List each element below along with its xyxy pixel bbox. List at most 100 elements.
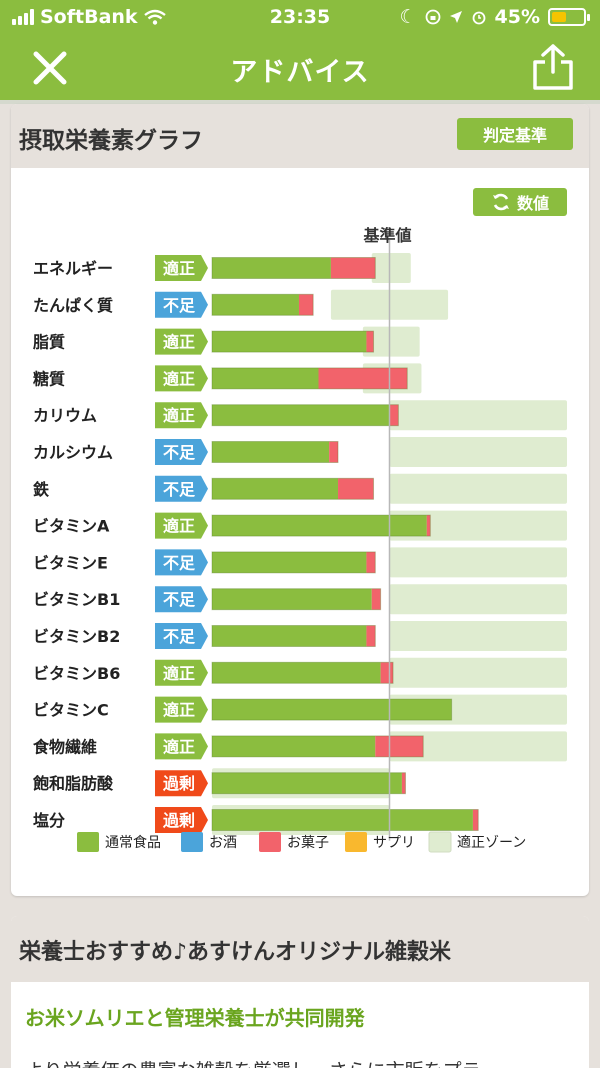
bar-outline — [211, 330, 375, 353]
nutrient-label: ビタミンA — [33, 517, 110, 536]
nutrient-label: ビタミンB2 — [33, 627, 120, 646]
moon-icon: ☾ — [399, 6, 417, 28]
bar-segment — [212, 551, 367, 573]
nutrient-label: カルシウム — [33, 443, 113, 462]
bar-segment — [212, 478, 339, 500]
status-badge-label: 不足 — [163, 553, 196, 572]
bar-segment — [330, 257, 376, 279]
nutrient-label: ビタミンE — [33, 553, 108, 572]
refresh-icon — [492, 193, 509, 211]
status-badge — [155, 770, 208, 797]
signal-icon — [12, 9, 34, 25]
values-toggle-button[interactable]: 数値 — [473, 188, 567, 216]
bar-outline — [211, 477, 375, 500]
status-badge-label: 過剰 — [162, 774, 195, 793]
status-badge — [155, 733, 208, 760]
zone-bar — [362, 326, 420, 357]
zone-bar — [389, 510, 567, 541]
bar-segment — [380, 662, 394, 684]
bar-segment — [212, 515, 427, 537]
location-icon — [449, 11, 462, 23]
bar-outline — [211, 625, 376, 647]
bar-segment — [212, 699, 452, 721]
baseline-label: 基準値 — [363, 226, 412, 245]
legend-label: サプリ — [373, 835, 415, 851]
nutrient-label: カリウム — [33, 406, 97, 425]
status-badge — [155, 696, 208, 723]
bar-segment — [212, 662, 381, 684]
bar-segment — [212, 625, 367, 647]
bar-outline — [211, 588, 382, 611]
status-badge-label: 適正 — [163, 701, 195, 720]
zone-bar — [389, 731, 567, 762]
zone-bar — [389, 584, 567, 615]
bar-outline — [211, 772, 406, 795]
recommendation-header: 栄養士おすすめ♪あすけんオリジナル雑穀米 — [11, 916, 589, 982]
status-badge-label: 適正 — [163, 737, 195, 756]
status-badge — [155, 512, 208, 539]
bar-segment — [212, 257, 331, 279]
bar-segment — [329, 441, 339, 463]
bar-outline — [211, 404, 399, 427]
bar-segment — [298, 294, 314, 316]
status-badge — [155, 255, 208, 281]
status-badge — [155, 328, 208, 355]
battery-icon — [548, 8, 590, 26]
nutrient-label: 飽和脂肪酸 — [32, 774, 114, 793]
carrier-name: SoftBank — [40, 6, 138, 28]
status-badge-label: 不足 — [163, 627, 196, 646]
bar-segment — [212, 294, 299, 316]
bar-segment — [401, 772, 406, 794]
status-badge-label: 不足 — [163, 590, 196, 609]
bar-segment — [375, 735, 424, 757]
legend-label: お酒 — [209, 835, 237, 851]
status-badge-label: 適正 — [163, 517, 195, 536]
status-badge — [155, 365, 208, 392]
nutrient-graph-title: 摂取栄養素グラフ — [19, 128, 203, 154]
bar-outline — [211, 698, 453, 721]
bar-outline — [211, 367, 408, 390]
close-icon[interactable] — [28, 46, 72, 90]
bar-segment — [371, 588, 381, 610]
bar-outline — [211, 257, 376, 279]
nav-bar: アドバイス — [0, 34, 600, 100]
zone-bar — [389, 400, 567, 431]
legend-swatch — [259, 832, 281, 852]
bar-segment — [389, 404, 399, 426]
status-badge — [155, 549, 208, 576]
nutrient-graph-header: 摂取栄養素グラフ 判定基準 — [11, 104, 589, 168]
criteria-button[interactable]: 判定基準 — [457, 118, 573, 150]
recommendation-card: 栄養士おすすめ♪あすけんオリジナル雑穀米 お米ソムリエと管理栄養士が共同開発 よ… — [11, 916, 589, 1068]
bar-segment — [366, 625, 376, 647]
nutrient-label: エネルギー — [33, 259, 113, 278]
bar-segment — [212, 441, 330, 463]
status-bar: SoftBank 23:35 ☾ 45% — [0, 0, 600, 34]
zone-bar — [389, 657, 567, 688]
legend-label: 通常食品 — [105, 834, 161, 851]
bar-segment — [212, 367, 319, 389]
legend-swatch — [345, 832, 367, 852]
share-icon[interactable] — [530, 42, 576, 92]
status-badge-label: 不足 — [163, 296, 196, 315]
bar-segment — [212, 331, 367, 353]
alarm-icon — [472, 11, 485, 25]
legend-swatch — [77, 832, 99, 852]
zone-bar — [389, 473, 567, 504]
zone-bar — [389, 437, 567, 467]
status-badge — [155, 291, 208, 318]
bar-segment — [212, 588, 372, 610]
bar-outline — [211, 551, 376, 574]
bar-segment — [318, 367, 408, 389]
rotation-lock-icon — [425, 9, 440, 25]
bar-segment — [366, 331, 374, 353]
bar-segment — [472, 809, 479, 831]
nutrient-label: ビタミンC — [33, 701, 109, 720]
recommendation-link[interactable]: お米ソムリエと管理栄養士が共同開発 — [25, 1006, 365, 1030]
bar-outline — [211, 735, 424, 758]
zone-bar — [389, 621, 567, 651]
clock: 23:35 — [269, 6, 331, 28]
bar-segment — [212, 735, 376, 757]
bar-segment — [212, 404, 390, 426]
nutrient-graph-card: 摂取栄養素グラフ 判定基準 数値 基準値 エネルギー 適正 たんぱく質 不足 脂質 適正糖… — [11, 104, 589, 896]
status-badge-label: 適正 — [163, 259, 195, 278]
